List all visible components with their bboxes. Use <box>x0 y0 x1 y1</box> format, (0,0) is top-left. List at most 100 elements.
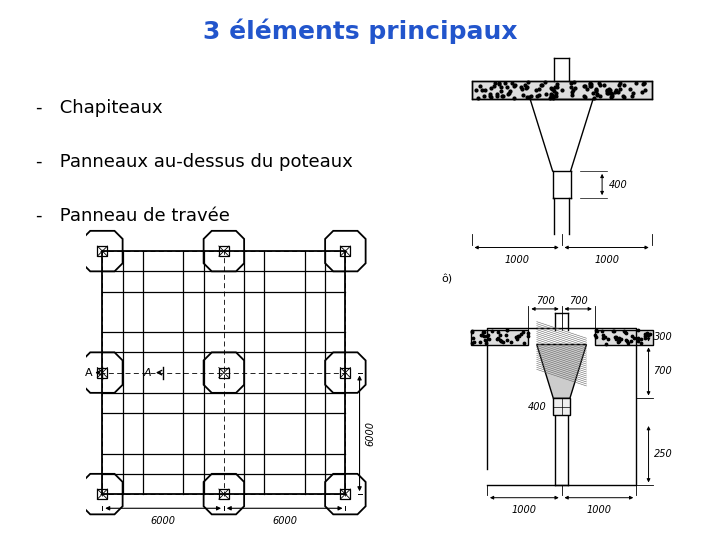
Point <box>618 92 630 101</box>
Point <box>602 89 613 97</box>
Point <box>644 329 656 338</box>
Point <box>534 91 545 100</box>
Point <box>603 335 614 343</box>
Point <box>632 326 644 335</box>
Bar <box>219 368 229 377</box>
Point <box>591 327 603 335</box>
Point <box>605 93 616 102</box>
Point <box>638 78 649 87</box>
Point <box>608 327 620 335</box>
Point <box>570 84 581 93</box>
Text: -   Panneau de travée: - Panneau de travée <box>36 207 230 225</box>
Point <box>639 86 650 94</box>
Point <box>513 332 525 340</box>
Point <box>536 80 548 89</box>
Point <box>521 82 533 91</box>
Point <box>633 336 644 345</box>
Point <box>478 331 490 340</box>
Point <box>609 88 621 97</box>
Point <box>470 85 482 94</box>
Text: 1000: 1000 <box>586 505 611 515</box>
Point <box>567 85 579 94</box>
Point <box>501 336 513 345</box>
Point <box>611 333 622 341</box>
Point <box>492 334 504 343</box>
Point <box>637 79 649 88</box>
Text: 400: 400 <box>527 402 546 411</box>
Bar <box>341 489 351 499</box>
Point <box>614 85 626 93</box>
Point <box>483 335 495 343</box>
Point <box>613 81 624 90</box>
Point <box>535 81 546 90</box>
Point <box>626 92 638 100</box>
Point <box>597 334 608 343</box>
Point <box>523 93 534 102</box>
Point <box>531 86 542 94</box>
Point <box>474 82 485 90</box>
Point <box>493 78 505 87</box>
Point <box>466 339 477 347</box>
Point <box>578 92 590 100</box>
Point <box>474 338 486 346</box>
Point <box>485 90 496 99</box>
Point <box>521 92 533 101</box>
Point <box>467 327 478 336</box>
Point <box>495 336 507 345</box>
Point <box>495 86 507 95</box>
Point <box>584 79 595 88</box>
Text: A: A <box>143 368 150 377</box>
Point <box>485 84 497 92</box>
Text: 6000: 6000 <box>150 516 176 526</box>
Point <box>580 82 591 90</box>
Bar <box>341 368 351 377</box>
Point <box>480 86 491 94</box>
Point <box>472 93 484 102</box>
Text: A: A <box>86 368 93 377</box>
Point <box>479 91 490 100</box>
Point <box>513 332 524 341</box>
Point <box>491 89 503 98</box>
Text: 6000: 6000 <box>366 421 376 446</box>
Point <box>626 332 638 340</box>
Point <box>590 87 602 96</box>
Point <box>526 91 537 100</box>
Point <box>540 90 552 98</box>
Point <box>590 84 602 93</box>
Point <box>642 331 654 340</box>
Point <box>612 88 624 97</box>
Point <box>477 328 489 336</box>
Bar <box>341 246 351 256</box>
Point <box>476 85 487 94</box>
Point <box>522 332 534 340</box>
Point <box>588 89 599 97</box>
Point <box>517 327 528 336</box>
Point <box>566 91 577 99</box>
Point <box>549 83 561 91</box>
Point <box>544 93 556 102</box>
Point <box>619 327 631 336</box>
Text: -   Panneaux au-dessus du poteaux: - Panneaux au-dessus du poteaux <box>36 153 353 171</box>
Text: 3 éléments principaux: 3 éléments principaux <box>203 19 517 44</box>
Point <box>504 87 516 96</box>
Point <box>539 78 551 87</box>
Point <box>594 79 606 87</box>
Point <box>516 329 527 338</box>
Point <box>500 330 512 339</box>
Text: 700: 700 <box>569 296 588 306</box>
Point <box>620 336 631 345</box>
Point <box>614 79 626 87</box>
Point <box>590 86 602 94</box>
Point <box>606 91 617 100</box>
Bar <box>471 329 528 345</box>
Text: ô): ô) <box>441 274 453 284</box>
Point <box>546 91 558 99</box>
Point <box>545 83 557 92</box>
Point <box>613 338 624 346</box>
Point <box>565 78 577 87</box>
Point <box>556 85 567 94</box>
Point <box>519 80 531 89</box>
Point <box>550 89 562 97</box>
Point <box>511 334 523 343</box>
Point <box>579 82 590 90</box>
